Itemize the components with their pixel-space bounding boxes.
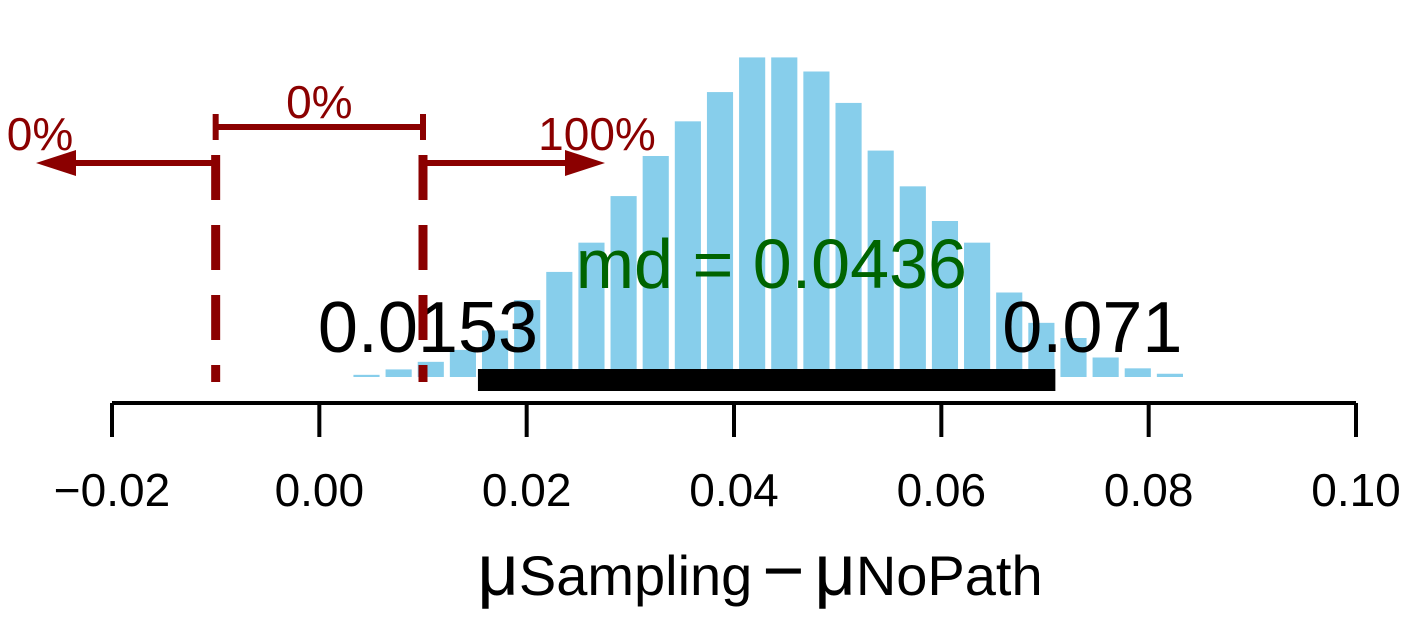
bar	[514, 300, 541, 377]
bar	[835, 102, 862, 378]
hdi-low-label: 0.0153	[318, 288, 538, 368]
bar	[964, 242, 991, 377]
bar	[1092, 357, 1119, 377]
bar	[1028, 322, 1055, 377]
x-tick-label: 0.00	[275, 464, 365, 516]
bar	[867, 150, 894, 377]
x-tick-label: 0.02	[482, 464, 572, 516]
mode-label: md = 0.0436	[576, 225, 967, 303]
bar	[706, 92, 734, 377]
bar	[578, 242, 605, 377]
rope-percent: 0%	[7, 108, 73, 160]
bar	[899, 186, 926, 377]
bar	[1124, 368, 1151, 377]
bar	[803, 71, 830, 377]
bar	[996, 292, 1023, 377]
bar	[739, 57, 766, 378]
x-tick-label: 0.10	[1311, 464, 1401, 516]
bar	[353, 374, 380, 377]
rope-percent: 0%	[286, 76, 352, 128]
bar	[1156, 373, 1183, 377]
bar	[642, 156, 669, 377]
bar	[771, 57, 798, 378]
x-tick-label: 0.04	[689, 464, 779, 516]
bar	[610, 196, 637, 377]
x-axis-label-part: Sampling	[519, 544, 752, 607]
bar	[674, 121, 701, 377]
hdi-high-label: 0.071	[1002, 288, 1182, 368]
x-axis-label-part: NoPath	[856, 544, 1043, 607]
bar	[931, 221, 959, 377]
bar	[1060, 338, 1087, 377]
rope-arrowhead-left	[36, 150, 76, 176]
x-tick-label: 0.06	[897, 464, 987, 516]
rope-arrowhead-right	[565, 150, 605, 176]
x-axis-label-part: μ	[814, 531, 855, 611]
x-axis-label-part: μ	[477, 531, 518, 611]
x-tick-label: 0.08	[1104, 464, 1194, 516]
x-axis-label: μSampling − μNoPath	[477, 531, 1042, 611]
rope-percent: 100%	[538, 108, 656, 160]
bar	[385, 369, 412, 377]
bar	[449, 349, 476, 377]
x-axis-label-part: −	[762, 531, 804, 611]
bar	[546, 271, 573, 377]
x-tick-label: −0.02	[54, 464, 170, 516]
